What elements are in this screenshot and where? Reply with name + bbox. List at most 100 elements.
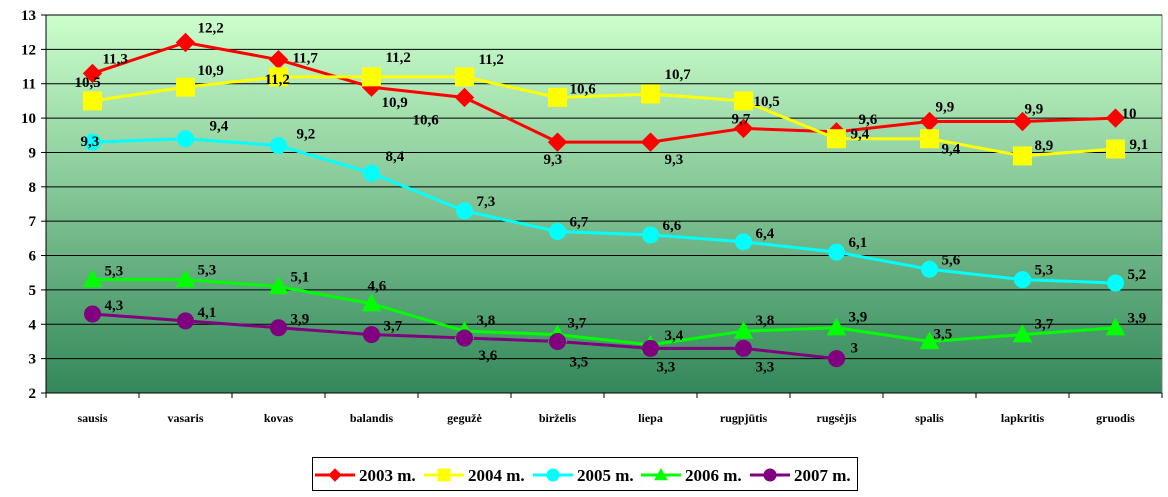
data-label: 3,9 xyxy=(1128,311,1147,327)
data-point xyxy=(84,305,101,323)
data-point xyxy=(1105,108,1126,128)
series-line-4 xyxy=(92,278,1116,347)
data-point xyxy=(456,202,473,220)
legend: 2003 m. 2004 m. 2005 m. 2006 m. 2007 m. xyxy=(312,457,858,491)
data-label: 9,4 xyxy=(210,119,229,135)
data-label: 9,3 xyxy=(665,152,684,168)
data-label: 9,4 xyxy=(942,142,961,158)
data-label: 5,3 xyxy=(105,264,124,280)
data-point xyxy=(828,350,845,368)
data-label: 10,5 xyxy=(75,75,101,91)
data-label: 3,9 xyxy=(291,312,310,328)
data-label: 3,4 xyxy=(665,328,684,344)
data-point xyxy=(1012,324,1033,343)
data-point xyxy=(548,87,567,107)
data-label: 6,4 xyxy=(756,226,775,242)
data-point xyxy=(363,326,380,344)
data-label: 3,3 xyxy=(657,359,676,375)
data-point xyxy=(1106,139,1125,159)
x-tick-label: birželis xyxy=(539,411,577,425)
y-tick-label: 5 xyxy=(29,283,37,299)
y-tick-label: 12 xyxy=(21,42,36,58)
data-point xyxy=(763,468,777,482)
data-label: 3,5 xyxy=(934,326,953,342)
data-point xyxy=(361,293,382,312)
data-label: 4,3 xyxy=(105,298,124,314)
data-point xyxy=(735,233,752,251)
data-point xyxy=(82,63,103,84)
data-label: 4,6 xyxy=(368,279,387,295)
data-point xyxy=(641,84,660,104)
data-label: 10,9 xyxy=(198,63,224,79)
data-label: 5,3 xyxy=(198,263,217,279)
legend-items: 2003 m. 2004 m. 2005 m. 2006 m. 2007 m. xyxy=(315,466,851,485)
x-tick-label: lapkritis xyxy=(1001,411,1045,425)
y-tick-label: 11 xyxy=(22,77,36,93)
data-point xyxy=(919,331,940,350)
y-tick-label: 3 xyxy=(29,352,37,368)
data-label: 11,3 xyxy=(103,51,128,67)
legend-label: 2006 m. xyxy=(685,466,742,485)
data-label: 10,7 xyxy=(665,67,692,83)
data-label: 6,7 xyxy=(570,214,589,230)
data-point xyxy=(363,164,380,182)
legend-label: 2004 m. xyxy=(468,466,525,485)
data-point xyxy=(828,243,845,261)
data-point xyxy=(733,321,754,339)
x-tick-label: rugpjūtis xyxy=(720,411,768,425)
data-label: 8,4 xyxy=(386,149,405,165)
data-point xyxy=(1013,146,1032,166)
data-point xyxy=(270,137,287,155)
x-tick-label: spalis xyxy=(915,411,944,425)
y-axis-ticks: 2 3 4 5 6 7 8 9 10 11 12 13 xyxy=(21,8,46,402)
data-label: 9,7 xyxy=(732,111,751,127)
y-tick-label: 7 xyxy=(29,214,37,230)
data-label: 3,5 xyxy=(570,354,589,370)
data-point xyxy=(437,468,451,482)
data-point xyxy=(1014,271,1031,289)
data-point xyxy=(642,226,659,244)
data-point xyxy=(546,468,560,482)
data-point xyxy=(82,269,103,288)
x-tick-label: liepa xyxy=(638,411,663,425)
data-label: 6,1 xyxy=(849,235,868,251)
x-tick-label: gruodis xyxy=(1096,411,1135,425)
y-tick-label: 8 xyxy=(29,180,37,196)
data-label: 11,2 xyxy=(479,52,504,68)
data-label: 8,9 xyxy=(1035,138,1054,154)
data-point xyxy=(642,339,659,357)
data-point xyxy=(175,269,196,288)
data-label: 6,6 xyxy=(663,218,682,234)
data-point xyxy=(455,67,474,87)
data-point xyxy=(268,276,289,295)
data-point xyxy=(1105,317,1126,336)
y-tick-label: 2 xyxy=(29,386,37,402)
data-labels: 11,3 12,2 11,7 10,9 10,6 9,3 9,3 9,7 9,6 9,9 9,9 10… xyxy=(75,20,1149,375)
data-label: 9,4 xyxy=(851,127,870,143)
data-point xyxy=(177,130,194,148)
data-label: 3,9 xyxy=(849,310,868,326)
data-label: 3,7 xyxy=(384,319,403,335)
data-label: 10 xyxy=(1122,106,1137,122)
data-label: 9,9 xyxy=(936,100,955,116)
data-label: 3,6 xyxy=(479,348,498,364)
data-label: 10,9 xyxy=(382,95,408,111)
y-tick-label: 9 xyxy=(29,145,37,161)
y-tick-label: 6 xyxy=(29,249,37,265)
plot-area xyxy=(45,14,1163,394)
data-point xyxy=(654,467,668,481)
y-tick-label: 4 xyxy=(29,317,37,333)
data-label: 5,1 xyxy=(291,269,310,285)
data-label: 5,3 xyxy=(1035,263,1054,279)
data-point xyxy=(640,132,661,152)
y-tick-label: 13 xyxy=(21,8,36,24)
data-label: 9,2 xyxy=(297,127,316,143)
series-markers xyxy=(82,32,1126,368)
data-label: 10,6 xyxy=(413,112,440,128)
data-label: 10,5 xyxy=(754,94,780,110)
x-axis-ticks: sausis vasaris kovas balandis gegužė birželis… xyxy=(45,393,1163,425)
data-point xyxy=(826,317,847,336)
legend-label: 2007 m. xyxy=(794,466,851,485)
data-label: 3 xyxy=(851,341,859,357)
data-point xyxy=(733,118,754,139)
